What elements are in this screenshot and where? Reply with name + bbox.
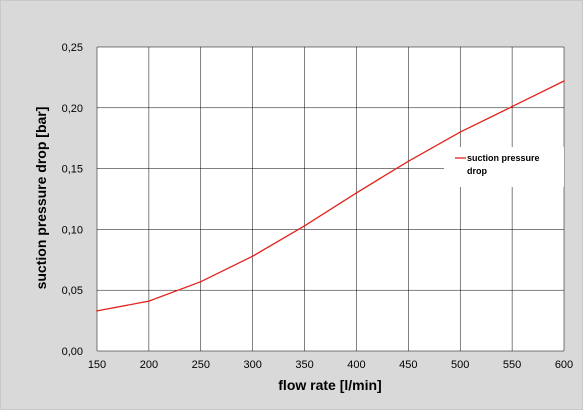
data-point xyxy=(303,224,306,227)
legend: suction pressure drop xyxy=(444,147,564,187)
x-axis-title: flow rate [l/min] xyxy=(278,377,381,393)
x-tick-label: 250 xyxy=(192,359,210,371)
plot-area xyxy=(97,47,564,351)
y-tick-label: 0,10 xyxy=(62,224,83,236)
y-tick-label: 0,20 xyxy=(62,103,83,115)
data-point xyxy=(511,105,513,108)
x-tick-label: 350 xyxy=(295,359,313,371)
x-axis-ticks: 150 200 250 300 350 400 450 500 550 600 xyxy=(88,359,573,371)
data-point xyxy=(251,255,254,257)
x-tick-label: 150 xyxy=(88,359,106,371)
series-group xyxy=(96,80,565,312)
x-tick-label: 400 xyxy=(347,359,365,371)
y-tick-label: 0,25 xyxy=(62,42,83,54)
y-tick-label: 0,05 xyxy=(62,285,83,297)
y-axis-ticks: 0,00 0,05 0,10 0,15 0,20 0,25 xyxy=(62,42,83,358)
grid-lines xyxy=(96,46,565,352)
x-tick-label: 500 xyxy=(451,359,469,371)
legend-label-line1: suction pressure xyxy=(467,153,540,163)
data-point xyxy=(459,131,462,133)
data-point xyxy=(199,280,202,283)
data-point xyxy=(355,192,358,194)
data-point xyxy=(96,310,98,312)
x-tick-label: 300 xyxy=(243,359,261,371)
x-tick-label: 450 xyxy=(399,359,417,371)
x-tick-label: 600 xyxy=(555,359,573,371)
y-axis-title: suction pressure drop [bar] xyxy=(33,107,49,290)
x-tick-label: 550 xyxy=(503,359,521,371)
series-line-0 xyxy=(96,80,565,312)
data-point xyxy=(148,300,150,302)
x-tick-label: 200 xyxy=(140,359,158,371)
y-tick-label: 0,15 xyxy=(62,164,83,176)
data-point xyxy=(407,160,410,163)
legend-label-line2: drop xyxy=(467,166,487,176)
data-point xyxy=(563,80,565,82)
y-tick-label: 0,00 xyxy=(62,346,83,358)
legend-box xyxy=(444,147,564,187)
